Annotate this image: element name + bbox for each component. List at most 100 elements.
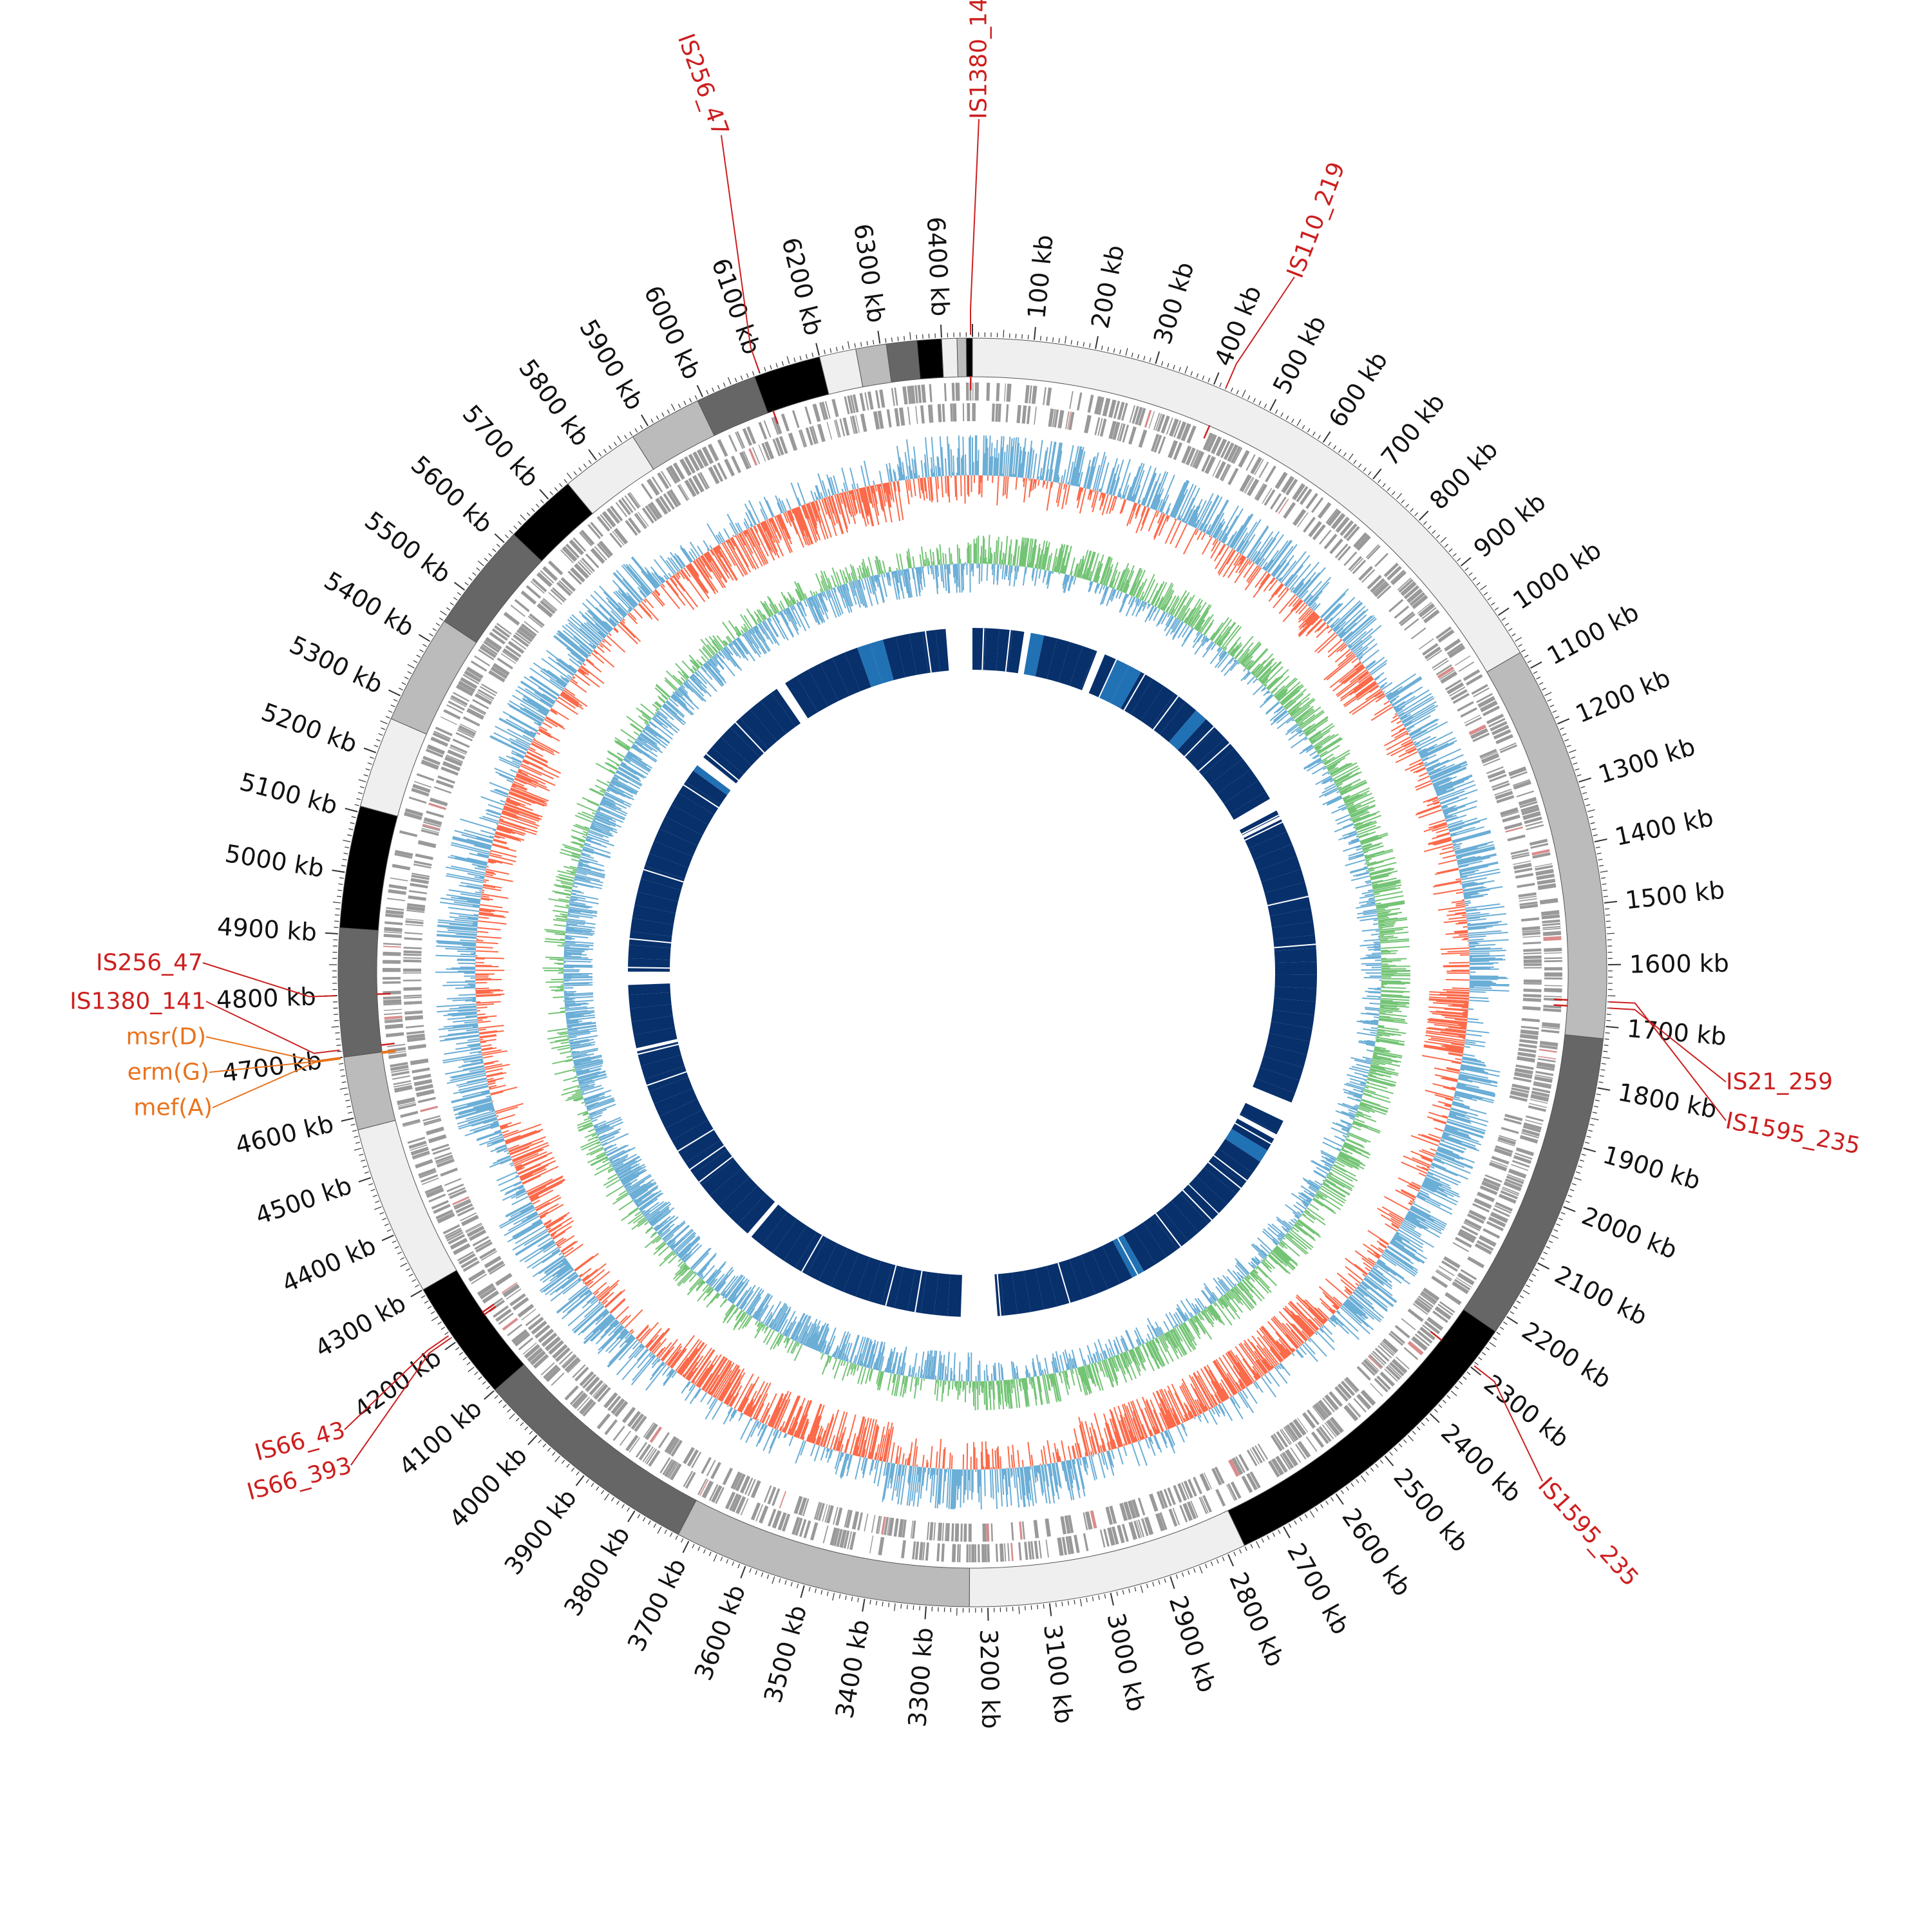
- minor-tick: [1504, 623, 1510, 626]
- cds-forward: [1455, 1277, 1472, 1288]
- cds-forward: [419, 1170, 437, 1179]
- blast-gap-line: [705, 753, 739, 781]
- cds-reverse: [404, 937, 422, 941]
- cds-forward: [759, 1505, 769, 1524]
- minor-tick: [772, 1576, 775, 1584]
- cds-forward: [1379, 1371, 1396, 1387]
- cds-reverse: [469, 704, 487, 714]
- tick-label: 2600 kb: [1336, 1503, 1417, 1601]
- minor-tick: [374, 744, 379, 748]
- cds-reverse: [697, 473, 708, 490]
- blast-hit-block: [721, 727, 760, 766]
- blast-gap-line: [1208, 1161, 1242, 1189]
- minor-tick: [1438, 1404, 1443, 1408]
- cds-forward: [383, 996, 401, 999]
- contig-segment-10: [337, 927, 383, 1058]
- cds-reverse: [480, 1251, 497, 1261]
- cds-reverse: [403, 953, 422, 956]
- blast-hit-block: [1180, 1184, 1218, 1224]
- cds-forward: [1329, 1416, 1344, 1434]
- cds-reverse: [1285, 1424, 1299, 1441]
- minor-tick: [1540, 1257, 1545, 1260]
- minor-tick: [416, 654, 421, 658]
- minor-tick: [1463, 1376, 1467, 1380]
- contig-segment-19: [753, 356, 829, 413]
- annotation-marker: [1553, 1004, 1568, 1007]
- cds-forward: [1336, 517, 1350, 533]
- minor-tick: [1478, 1357, 1482, 1361]
- cds-reverse: [1163, 1488, 1172, 1507]
- cds-forward: [812, 403, 821, 422]
- minor-tick: [1584, 1141, 1590, 1144]
- cds-reverse: [811, 426, 819, 444]
- cds-reverse: [1215, 461, 1226, 479]
- minor-tick: [564, 479, 567, 484]
- cds-reverse: [512, 1297, 529, 1311]
- tick-label: 1600 kb: [1629, 949, 1729, 979]
- minor-tick: [1152, 1582, 1155, 1587]
- cds-reverse: [574, 563, 589, 579]
- minor-tick: [400, 1262, 408, 1267]
- minor-tick: [357, 792, 363, 795]
- cds-forward: [1254, 459, 1264, 475]
- minor-tick: [1536, 676, 1541, 679]
- major-tick: [444, 1341, 456, 1350]
- cds-forward: [1535, 869, 1554, 876]
- minor-tick: [462, 1357, 467, 1361]
- cds-reverse: [1238, 1454, 1249, 1472]
- cds-forward: [1198, 1497, 1208, 1515]
- minor-tick: [459, 1352, 463, 1356]
- cds-forward: [1144, 1517, 1154, 1535]
- minor-tick: [669, 1532, 673, 1537]
- minor-tick: [1544, 692, 1552, 696]
- cds-reverse: [590, 547, 605, 564]
- cds-reverse: [416, 1089, 435, 1097]
- minor-tick: [1037, 1604, 1039, 1609]
- minor-tick: [1427, 526, 1432, 529]
- blast-hit-block: [882, 636, 905, 681]
- cds-reverse: [1382, 1338, 1399, 1354]
- cds-forward: [1030, 1541, 1035, 1560]
- cds-forward: [600, 514, 612, 529]
- cds-reverse: [710, 1461, 721, 1479]
- cds-forward: [1520, 804, 1539, 813]
- tick-label: 4100 kb: [393, 1394, 488, 1481]
- blast-hit-block: [751, 1204, 788, 1245]
- blast-hit-block: [1023, 1268, 1045, 1312]
- cds-forward: [390, 1062, 408, 1068]
- major-tick: [363, 747, 377, 753]
- cds-reverse: [426, 810, 444, 819]
- cds-reverse: [1289, 1421, 1303, 1439]
- minor-tick: [755, 1570, 758, 1575]
- cds-reverse: [1440, 671, 1458, 684]
- cds-forward: [1265, 465, 1276, 482]
- cds-forward: [1169, 418, 1179, 437]
- cds-reverse: [1499, 1135, 1517, 1142]
- cds-reverse: [404, 1001, 422, 1004]
- tick-label: 200 kb: [1086, 243, 1130, 331]
- minor-tick: [621, 1504, 625, 1508]
- tick-label: 5700 kb: [457, 399, 545, 493]
- cds-forward: [1111, 1526, 1119, 1545]
- cds-forward: [1159, 1512, 1168, 1530]
- minor-tick: [1338, 449, 1341, 453]
- minor-tick: [1278, 1530, 1281, 1534]
- cds-forward: [781, 413, 790, 432]
- annotation-marker: [772, 410, 779, 424]
- cds-forward: [1541, 1027, 1560, 1030]
- minor-tick: [336, 896, 342, 898]
- contig-segment-4: [969, 1510, 1245, 1607]
- cds-reverse: [459, 724, 476, 735]
- minor-tick: [1605, 914, 1611, 916]
- blast-hit-block: [762, 1212, 797, 1253]
- cds-reverse: [477, 688, 495, 700]
- minor-tick: [891, 337, 893, 342]
- tick-label: 4800 kb: [216, 982, 316, 1014]
- cds-forward: [1227, 1483, 1238, 1501]
- major-tick: [1429, 1413, 1440, 1423]
- cds-reverse: [950, 403, 953, 422]
- blast-hit-block: [1035, 1265, 1057, 1310]
- minor-tick: [1199, 1566, 1203, 1574]
- minor-tick: [717, 384, 720, 390]
- cds-reverse: [926, 1522, 930, 1540]
